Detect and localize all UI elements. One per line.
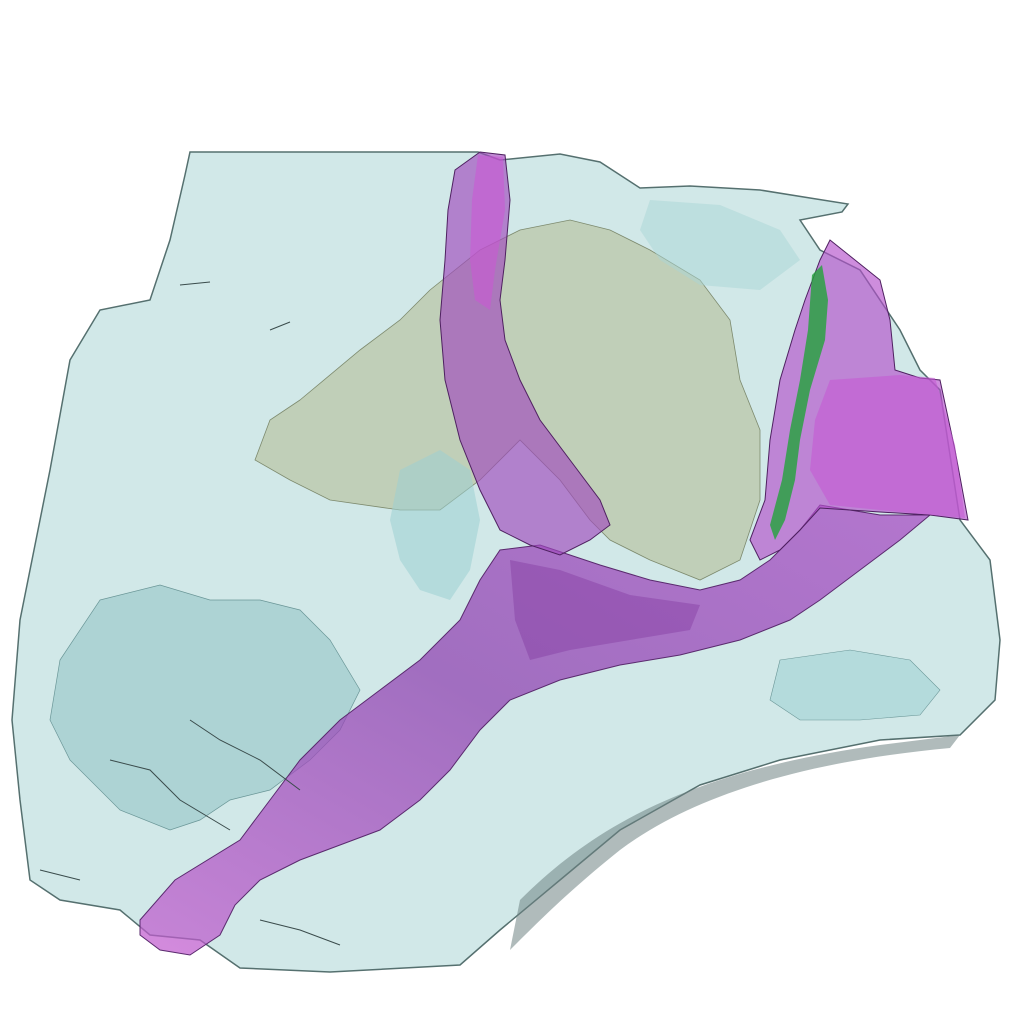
vessel-left-branch-highlight [470,155,505,310]
green-strand [770,265,828,540]
inner-cavity-right [769,649,941,721]
inner-cavity-center [390,450,480,600]
vessel-inner-shading [510,560,700,660]
inner-cavity-top-right [640,200,800,290]
vessel-right-flap [810,375,965,518]
surface-creases [39,281,341,946]
outer-volume-shadow-edge [510,735,960,950]
vessel-trunk [139,504,932,956]
